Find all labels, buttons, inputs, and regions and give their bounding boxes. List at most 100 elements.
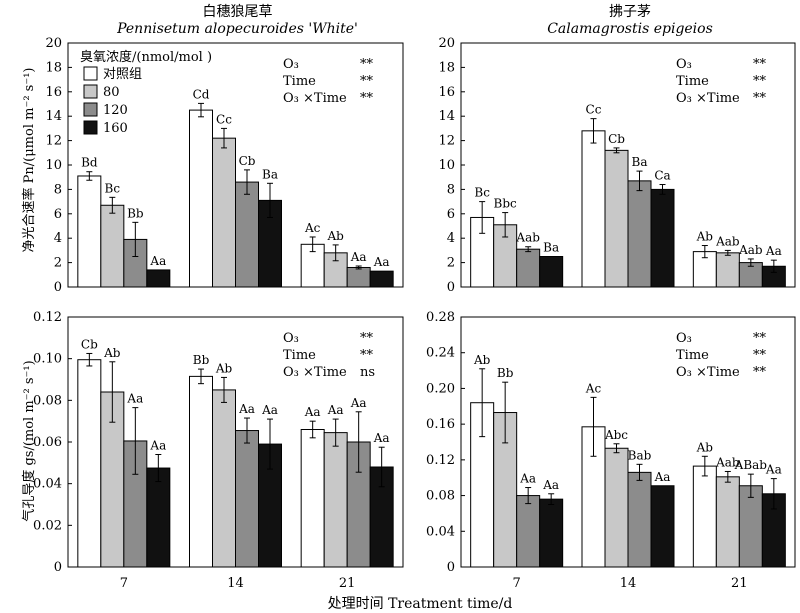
x-tick-label: 7: [120, 576, 128, 591]
data-label: Bc: [105, 181, 121, 195]
significance-value: **: [753, 348, 767, 363]
y-tick-label: 0.20: [426, 381, 455, 396]
bar: [300, 429, 325, 568]
bar: [539, 256, 564, 288]
significance-value: **: [360, 74, 374, 89]
y-tick-label: 0.08: [426, 489, 455, 504]
data-label: Aab: [738, 243, 763, 257]
data-label: Ba: [543, 241, 559, 255]
data-label: Aa: [350, 250, 367, 264]
data-label: Aa: [149, 439, 166, 453]
bar: [189, 109, 213, 288]
data-label: Ab: [103, 346, 121, 360]
significance-value: **: [360, 91, 374, 106]
y-tick-label: 0.08: [33, 393, 62, 408]
data-label: Abc: [604, 428, 628, 442]
y-tick-label: 8: [54, 182, 62, 197]
panel-subtitle: Calamagrostis epigeios: [547, 21, 713, 37]
legend-swatch: [83, 84, 98, 99]
data-label: Aa: [654, 470, 671, 484]
legend-swatch: [83, 66, 98, 81]
bar: [650, 485, 675, 568]
y-tick-label: 20: [45, 36, 62, 51]
bar: [189, 375, 213, 568]
x-tick-label: 7: [513, 576, 521, 591]
x-tick-label: 14: [620, 576, 637, 591]
bar: [627, 471, 652, 568]
y-tick-label: 0.16: [426, 417, 455, 432]
significance-factor: O₃: [283, 57, 299, 72]
data-label: Ab: [696, 440, 714, 454]
legend-entry: 120: [103, 103, 128, 118]
legend-entry: 160: [103, 121, 128, 136]
significance-value: **: [360, 331, 374, 346]
significance-value: **: [753, 91, 767, 106]
y-tick-label: 0.04: [33, 477, 62, 492]
y-tick-label: 0: [54, 560, 62, 575]
significance-value: **: [753, 74, 767, 89]
bar: [581, 130, 606, 288]
legend: 臭氧浓度/(nmol/mol ) 对照组 80 120 160: [80, 49, 212, 136]
data-label: Bd: [81, 156, 98, 170]
data-label: Aa: [149, 254, 166, 268]
data-label: Ab: [473, 353, 491, 367]
data-label: Ba: [632, 155, 648, 169]
chart-panel-bottom-right: 0 0.04 0.08 0.12 0.16 0.20 0.24 0.28 7 Ab Bb Aa Aa 14…: [426, 310, 796, 591]
data-label: Aab: [715, 455, 740, 469]
significance-factor: O₃ ×Time: [283, 91, 347, 106]
chart-panel-bottom-left: 0 0.02 0.04 0.06 0.08 0.10 0.12 7 Cb Ab Aa Aa 14 Bb Ab…: [33, 310, 404, 591]
chart-panel-top-left: 0 2 4 6 8 10 12 14 16 18 20 Bd Bc Bb Aa Cd Cc Cb Ba Ac Ab Aa A…: [45, 4, 404, 295]
y-tick-label: 6: [54, 207, 62, 222]
panel-title: 白穗狼尾草: [203, 4, 273, 20]
data-label: Ab: [696, 230, 714, 244]
data-label: Aa: [327, 403, 344, 417]
panel-title: 拂子茅: [609, 4, 651, 20]
significance-factor: Time: [283, 74, 316, 89]
y-axis-label-top: 净光合速率 Pn/(μmol m⁻² s⁻¹): [21, 68, 37, 253]
y-tick-label: 2: [447, 256, 455, 271]
bar: [235, 181, 259, 288]
y-tick-label: 18: [45, 60, 62, 75]
bar: [516, 248, 541, 288]
data-label: Cb: [239, 154, 256, 168]
bar: [627, 180, 652, 288]
significance-value: **: [753, 365, 767, 380]
data-label: Ac: [585, 381, 602, 395]
significance-factor: O₃: [676, 57, 692, 72]
data-label: Aa: [238, 402, 255, 416]
y-tick-label: 0.06: [33, 435, 62, 450]
y-tick-label: 16: [438, 85, 455, 100]
y-tick-label: 0.04: [426, 524, 455, 539]
data-label: Cb: [81, 337, 98, 351]
significance-value: ns: [360, 365, 375, 380]
data-label: Cd: [193, 87, 210, 101]
y-tick-label: 16: [45, 85, 62, 100]
legend-entry: 80: [103, 85, 120, 100]
y-tick-label: 6: [447, 207, 455, 222]
y-tick-label: 18: [438, 60, 455, 75]
y-tick-label: 0: [447, 560, 455, 575]
data-label: Cc: [586, 103, 602, 117]
legend-items: 对照组 80 120 160: [83, 66, 142, 136]
data-label: Aa: [519, 472, 536, 486]
data-label: Aa: [373, 255, 390, 269]
y-tick-label: 0.10: [33, 352, 62, 367]
bar: [738, 485, 763, 568]
data-label: Aa: [350, 396, 367, 410]
bar: [516, 495, 541, 568]
bar: [369, 270, 394, 288]
data-label: Bb: [497, 366, 514, 380]
data-label: Bbc: [494, 197, 518, 211]
y-tick-label: 20: [438, 36, 455, 51]
data-label: Cb: [608, 132, 625, 146]
bar: [146, 269, 171, 288]
data-label: Ab: [215, 361, 233, 375]
significance-value: **: [360, 348, 374, 363]
y-tick-label: 4: [447, 231, 455, 246]
y-tick-label: 0.12: [426, 453, 455, 468]
data-label: Ca: [654, 169, 670, 183]
bar: [212, 137, 236, 288]
data-label: Aa: [765, 463, 782, 477]
